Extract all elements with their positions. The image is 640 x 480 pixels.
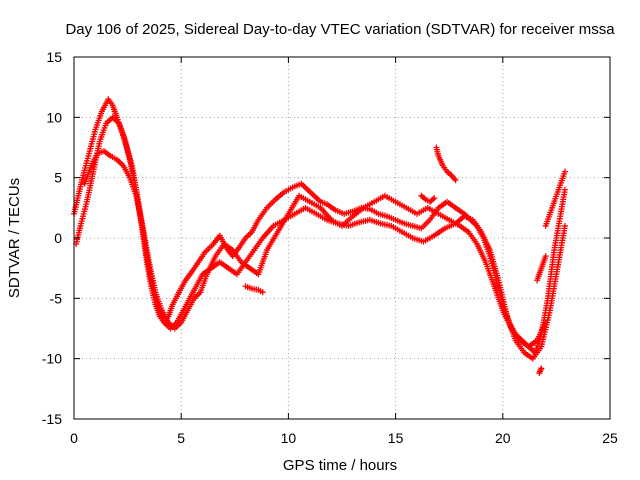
y-tick-label: 10 (46, 109, 62, 125)
x-tick-labels: 0 5 10 15 20 25 (70, 430, 618, 446)
y-tick-labels: -15 -10 -5 0 5 10 15 (42, 49, 62, 427)
y-tick-label: 0 (54, 230, 62, 246)
data-points (71, 96, 568, 377)
series-segment-16.5h (418, 192, 438, 205)
x-tick-label: 10 (281, 430, 297, 446)
x-tick-label: 15 (388, 430, 404, 446)
series-segment-21.5h (534, 253, 549, 284)
y-tick-label: 15 (46, 49, 62, 65)
series-segment-17h (433, 144, 459, 184)
grid-lines (74, 57, 610, 419)
y-tick-label: 5 (54, 170, 62, 186)
series-segment-21.8h (536, 365, 545, 377)
data-point (259, 289, 266, 296)
data-point (561, 186, 568, 193)
axis-ticks (73, 56, 611, 420)
series-segment-23h (542, 168, 568, 229)
data-point (542, 319, 549, 326)
x-axis-label: GPS time / hours (283, 457, 397, 474)
data-point (561, 168, 568, 175)
data-point (561, 222, 568, 229)
y-tick-label: -15 (42, 411, 62, 427)
y-axis-label: SDTVAR / TECUs (6, 178, 23, 298)
y-tick-label: -10 (42, 351, 62, 367)
chart-title: Day 106 of 2025, Sidereal Day-to-day VTE… (65, 21, 615, 38)
x-tick-label: 20 (495, 430, 511, 446)
data-point (538, 365, 545, 372)
x-tick-label: 0 (70, 430, 78, 446)
series-segment-8.5h (242, 283, 266, 296)
data-point (431, 195, 438, 202)
x-tick-label: 25 (602, 430, 618, 446)
data-point (542, 253, 549, 260)
series-trace-c (81, 148, 549, 350)
data-point (452, 177, 459, 184)
y-tick-label: -5 (50, 290, 63, 306)
x-tick-label: 5 (177, 430, 185, 446)
